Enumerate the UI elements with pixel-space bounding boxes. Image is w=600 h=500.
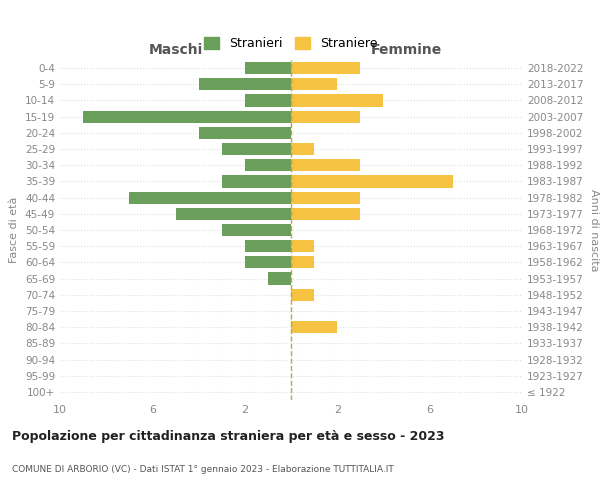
Text: Maschi: Maschi (148, 42, 203, 56)
Bar (199, 127, 291, 139)
Y-axis label: Fasce di età: Fasce di età (10, 197, 19, 263)
Bar (222, 224, 291, 236)
Bar (130, 192, 291, 203)
Bar (83, 110, 291, 122)
Text: Popolazione per cittadinanza straniera per età e sesso - 2023: Popolazione per cittadinanza straniera p… (12, 430, 445, 443)
Bar (291, 256, 314, 268)
Bar (245, 240, 291, 252)
Bar (291, 159, 360, 172)
Legend: Stranieri, Straniere: Stranieri, Straniere (199, 32, 383, 55)
Text: Femmine: Femmine (371, 42, 442, 56)
Text: COMUNE DI ARBORIO (VC) - Dati ISTAT 1° gennaio 2023 - Elaborazione TUTTITALIA.IT: COMUNE DI ARBORIO (VC) - Dati ISTAT 1° g… (12, 465, 394, 474)
Bar (291, 143, 314, 155)
Bar (199, 78, 291, 90)
Bar (245, 94, 291, 106)
Bar (268, 272, 291, 284)
Bar (245, 159, 291, 172)
Bar (245, 62, 291, 74)
Bar (291, 321, 337, 333)
Bar (291, 288, 314, 301)
Bar (222, 176, 291, 188)
Bar (291, 192, 360, 203)
Bar (291, 208, 360, 220)
Bar (291, 94, 383, 106)
Bar (222, 143, 291, 155)
Bar (291, 78, 337, 90)
Bar (176, 208, 291, 220)
Y-axis label: Anni di nascita: Anni di nascita (589, 188, 599, 271)
Bar (291, 240, 314, 252)
Bar (245, 256, 291, 268)
Bar (291, 62, 360, 74)
Bar (291, 110, 360, 122)
Bar (291, 176, 453, 188)
